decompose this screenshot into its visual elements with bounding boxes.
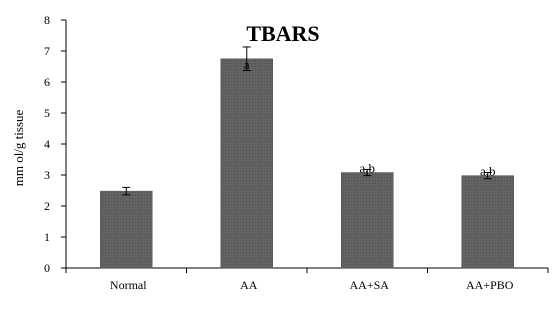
significance-annotation: a,b xyxy=(480,164,496,179)
plot-area: 0 1 2 3 4 5 6 7 8 Normal AA a AA+SA a,b AA+PBO a,b xyxy=(44,13,549,292)
significance-annotation: a xyxy=(244,57,250,72)
bar-aa-pbo xyxy=(461,175,514,269)
y-tick-label: 7 xyxy=(44,44,50,58)
chart-title: TBARS xyxy=(246,21,319,46)
x-tick-label: AA xyxy=(240,278,258,292)
x-tick-label: Normal xyxy=(110,278,147,292)
y-tick-label: 6 xyxy=(44,75,50,89)
bar-aa xyxy=(220,58,273,269)
y-tick-label: 8 xyxy=(44,13,50,27)
y-tick-label: 5 xyxy=(44,106,50,120)
bar-aa-sa xyxy=(341,172,394,269)
significance-annotation: a,b xyxy=(359,161,375,176)
bar-normal xyxy=(100,190,153,269)
x-tick-label: AA+PBO xyxy=(466,278,514,292)
y-tick-label: 0 xyxy=(44,261,50,275)
x-tick-label: AA+SA xyxy=(350,278,390,292)
y-tick-label: 4 xyxy=(44,137,50,151)
y-tick-label: 3 xyxy=(44,168,50,182)
y-tick-label: 1 xyxy=(44,230,50,244)
y-tick-label: 2 xyxy=(44,199,50,213)
y-axis-label: mm ol/g tissue xyxy=(11,109,26,186)
